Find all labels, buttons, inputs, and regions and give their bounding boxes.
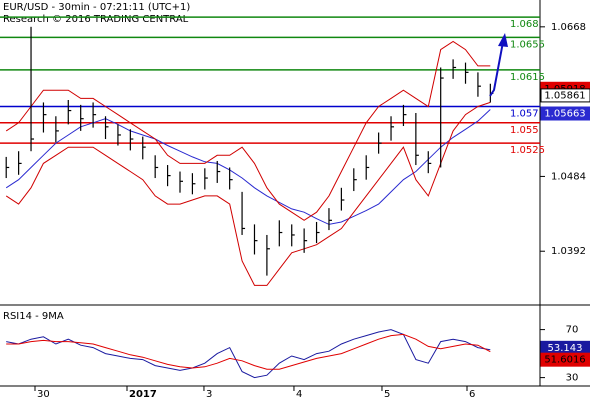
arrow-line <box>489 41 504 97</box>
ma-price-box <box>540 106 590 121</box>
indicator-line <box>5 40 491 221</box>
x-tick-label: 4 <box>296 389 302 400</box>
x-tick-label: 6 <box>469 389 475 400</box>
rsi-value-label: 51.6016 <box>544 355 585 366</box>
level-label: 1.068 <box>510 19 539 30</box>
level-label: 1.0615 <box>510 72 545 83</box>
chart-subtitle: Research © 2016 TRADING CENTRAL <box>3 14 189 25</box>
y-tick-label: 1.0484 <box>551 171 586 182</box>
rsi-value-label: 53.143 <box>548 343 583 354</box>
level-label: 1.0525 <box>510 145 545 156</box>
level-label: 1.057 <box>510 109 539 120</box>
x-tick-label: 30 <box>37 389 50 400</box>
rsi-value-box <box>540 352 590 367</box>
indicator-line <box>5 109 491 225</box>
x-tick-label: 2017 <box>129 389 157 400</box>
rsi-title: RSI14 - 9MA <box>3 311 64 322</box>
rsi-tick-label: 70 <box>566 325 579 336</box>
rsi-tick-label: 30 <box>566 373 579 384</box>
level-label: 1.055 <box>510 125 539 136</box>
y-tick-label: 1.0392 <box>551 246 586 257</box>
rsi-line <box>6 333 491 370</box>
rsi-line <box>6 329 491 379</box>
x-tick-label: 5 <box>384 389 390 400</box>
level-label: 1.0655 <box>510 39 545 50</box>
projection-arrow <box>489 33 508 97</box>
arrow-head <box>498 33 508 47</box>
indicator-line <box>5 101 491 286</box>
last-price-box <box>540 88 590 103</box>
ma-price-label: 1.05663 <box>544 109 585 120</box>
last-price-label: 1.05861 <box>544 90 585 101</box>
y-tick-label: 1.0668 <box>551 22 586 33</box>
x-tick-label: 3 <box>206 389 212 400</box>
chart-title: EUR/USD - 30min - 07:21:11 (UTC+1) <box>3 2 190 13</box>
